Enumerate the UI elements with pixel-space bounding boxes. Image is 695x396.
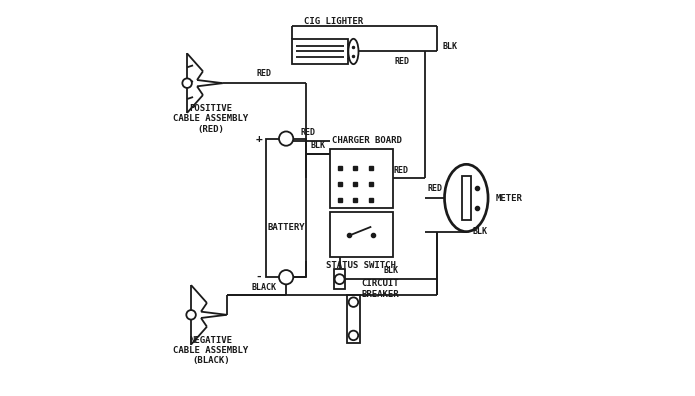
Bar — [329, 212, 393, 257]
Bar — [292, 38, 348, 64]
Text: RED: RED — [300, 128, 316, 137]
Text: BLK: BLK — [472, 227, 487, 236]
Text: -: - — [256, 272, 262, 282]
Text: CIRCUIT
BREAKER: CIRCUIT BREAKER — [361, 280, 399, 299]
Text: RED: RED — [395, 57, 409, 66]
Bar — [347, 295, 360, 343]
Text: BLACK: BLACK — [252, 283, 277, 291]
Text: RED: RED — [427, 184, 442, 192]
Circle shape — [279, 270, 293, 284]
Bar — [461, 176, 471, 220]
Circle shape — [186, 310, 196, 320]
Text: +: + — [256, 133, 262, 144]
Text: POSITIVE
CABLE ASSEMBLY
(RED): POSITIVE CABLE ASSEMBLY (RED) — [173, 104, 249, 134]
Text: BLK: BLK — [384, 266, 398, 275]
Text: CHARGER BOARD: CHARGER BOARD — [332, 136, 402, 145]
Text: BLK: BLK — [443, 42, 457, 51]
Text: RED: RED — [257, 69, 272, 78]
Text: STATUS SWITCH: STATUS SWITCH — [327, 261, 396, 270]
Bar — [334, 269, 345, 289]
Circle shape — [349, 297, 358, 307]
Bar — [329, 148, 393, 208]
Text: CIG LIGHTER: CIG LIGHTER — [304, 17, 363, 26]
Ellipse shape — [348, 39, 359, 64]
Text: BLK: BLK — [310, 141, 325, 150]
Circle shape — [334, 274, 345, 284]
Ellipse shape — [445, 164, 488, 232]
Circle shape — [182, 78, 192, 88]
Circle shape — [349, 331, 358, 340]
Bar — [266, 139, 306, 277]
Text: NEGATIVE
CABLE ASSEMBLY
(BLACK): NEGATIVE CABLE ASSEMBLY (BLACK) — [173, 335, 249, 366]
Circle shape — [279, 131, 293, 146]
Text: BATTERY: BATTERY — [268, 223, 305, 232]
Text: METER: METER — [496, 194, 523, 202]
Text: RED: RED — [393, 166, 409, 175]
